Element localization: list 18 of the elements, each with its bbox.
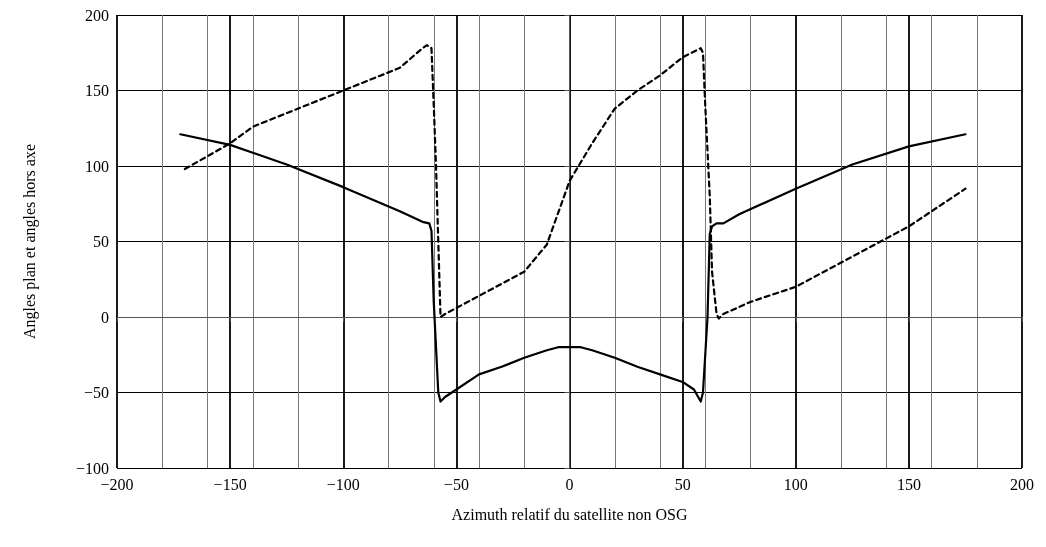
x-tick-label: 0: [565, 475, 574, 493]
y-tick-label: 150: [85, 82, 109, 99]
y-axis-title: Angles plan et angles hors axe: [20, 143, 39, 340]
x-axis-title: Azimuth relatif du satellite non OSG: [451, 505, 688, 523]
x-tick-label: −100: [326, 475, 360, 493]
x-tick-label: 100: [783, 475, 808, 493]
x-tick-label: 200: [1010, 475, 1034, 493]
y-tick-label: 200: [85, 6, 109, 24]
y-tick-label: 0: [101, 308, 109, 326]
y-tick-label: −50: [83, 384, 109, 401]
y-tick-label: −100: [75, 459, 109, 477]
y-tick-label: 50: [93, 233, 109, 250]
x-tick-label: −150: [213, 475, 247, 493]
x-tick-label: 50: [674, 475, 691, 493]
x-tick-label: −50: [443, 475, 469, 493]
x-tick-label: −200: [100, 475, 134, 493]
x-tick-label: 150: [896, 475, 921, 493]
y-tick-label: 100: [85, 157, 109, 175]
